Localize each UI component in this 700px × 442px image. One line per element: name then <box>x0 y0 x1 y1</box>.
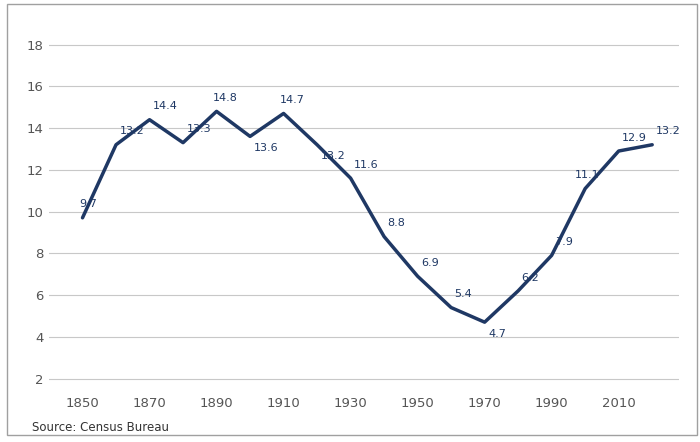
Text: 11.1: 11.1 <box>575 170 600 180</box>
Text: Source: Census Bureau: Source: Census Bureau <box>32 421 169 434</box>
Text: 6.9: 6.9 <box>421 258 439 268</box>
Text: 7.9: 7.9 <box>555 237 573 247</box>
Text: 9.7: 9.7 <box>79 199 97 210</box>
Text: 5.4: 5.4 <box>454 289 472 299</box>
Text: 12.9: 12.9 <box>622 133 647 143</box>
Text: 13.2: 13.2 <box>655 126 680 137</box>
Text: 13.2: 13.2 <box>321 152 345 161</box>
Text: 6.2: 6.2 <box>522 273 539 282</box>
Text: 14.8: 14.8 <box>214 93 238 103</box>
Text: 13.6: 13.6 <box>253 143 278 153</box>
Text: 13.3: 13.3 <box>186 124 211 134</box>
Text: 4.7: 4.7 <box>488 329 506 339</box>
Text: 14.4: 14.4 <box>153 101 178 111</box>
Text: 13.2: 13.2 <box>120 126 144 137</box>
Text: 14.7: 14.7 <box>280 95 305 105</box>
Text: 8.8: 8.8 <box>388 218 405 228</box>
Text: 11.6: 11.6 <box>354 160 379 170</box>
